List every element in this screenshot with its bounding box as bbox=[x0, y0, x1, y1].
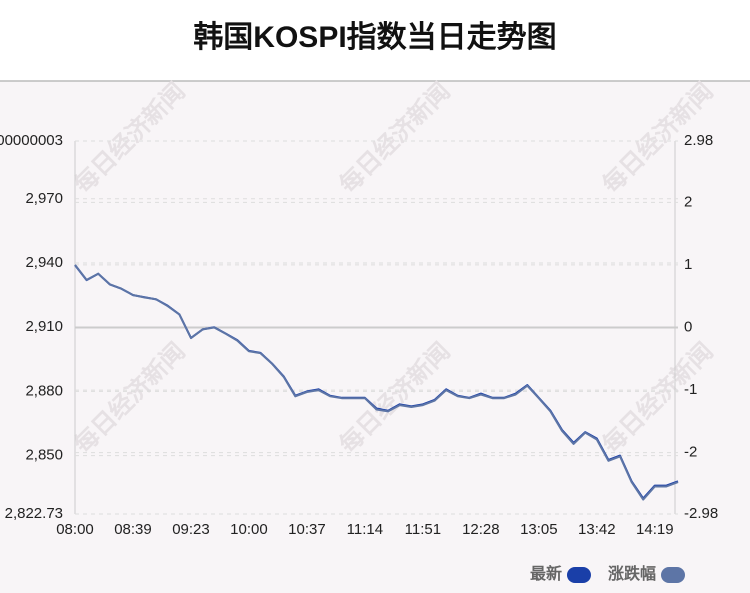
y2-tick-label: 2 bbox=[684, 193, 692, 210]
y-tick-label: 2,822.73 bbox=[5, 505, 63, 522]
x-tick-label: 13:42 bbox=[578, 521, 616, 538]
legend-swatch bbox=[661, 567, 685, 583]
x-tick-label: 10:00 bbox=[230, 521, 268, 538]
y-tick-label: 2,910 bbox=[25, 318, 63, 335]
legend-label: 最新 bbox=[530, 564, 562, 583]
watermark: 每日经济新闻 bbox=[69, 77, 191, 199]
y-tick-label: 2,997.0000000003 bbox=[0, 132, 63, 149]
title-bar bbox=[0, 0, 750, 81]
watermark: 每日经济新闻 bbox=[69, 337, 191, 459]
chart-title: 韩国KOSPI指数当日走势图 bbox=[193, 21, 556, 54]
y-tick-label: 2,880 bbox=[25, 382, 63, 399]
y-tick-label: 2,970 bbox=[25, 190, 63, 207]
y2-tick-label: 1 bbox=[684, 256, 692, 273]
x-tick-label: 11:51 bbox=[405, 521, 441, 538]
x-tick-label: 08:39 bbox=[114, 521, 152, 538]
series-line bbox=[74, 264, 679, 501]
y-tick-label: 2,940 bbox=[25, 254, 63, 271]
x-tick-label: 14:19 bbox=[636, 521, 674, 538]
y2-tick-label: -2.98 bbox=[684, 505, 718, 522]
x-tick-label: 11:14 bbox=[347, 521, 383, 538]
x-tick-label: 13:05 bbox=[520, 521, 558, 538]
y2-tick-label: -2 bbox=[684, 444, 697, 461]
legend-swatch bbox=[566, 567, 591, 583]
watermarks: 每日经济新闻 每日经济新闻 每日经济新闻 每日经济新闻 每日经济新闻 每日经济新… bbox=[69, 77, 719, 459]
x-tick-label: 10:37 bbox=[288, 521, 326, 538]
legend-label: 涨跌幅 bbox=[608, 564, 656, 583]
y2-tick-label: 0 bbox=[684, 318, 692, 335]
y2-tick-label: -1 bbox=[684, 381, 697, 398]
x-tick-label: 08:00 bbox=[56, 521, 94, 538]
y-tick-label: 2,850 bbox=[25, 447, 63, 464]
x-tick-label: 09:23 bbox=[172, 521, 210, 538]
watermark: 每日经济新闻 bbox=[597, 337, 719, 459]
x-tick-label: 12:28 bbox=[462, 521, 500, 538]
watermark: 每日经济新闻 bbox=[334, 77, 456, 199]
y2-tick-label: 2.98 bbox=[684, 132, 713, 149]
